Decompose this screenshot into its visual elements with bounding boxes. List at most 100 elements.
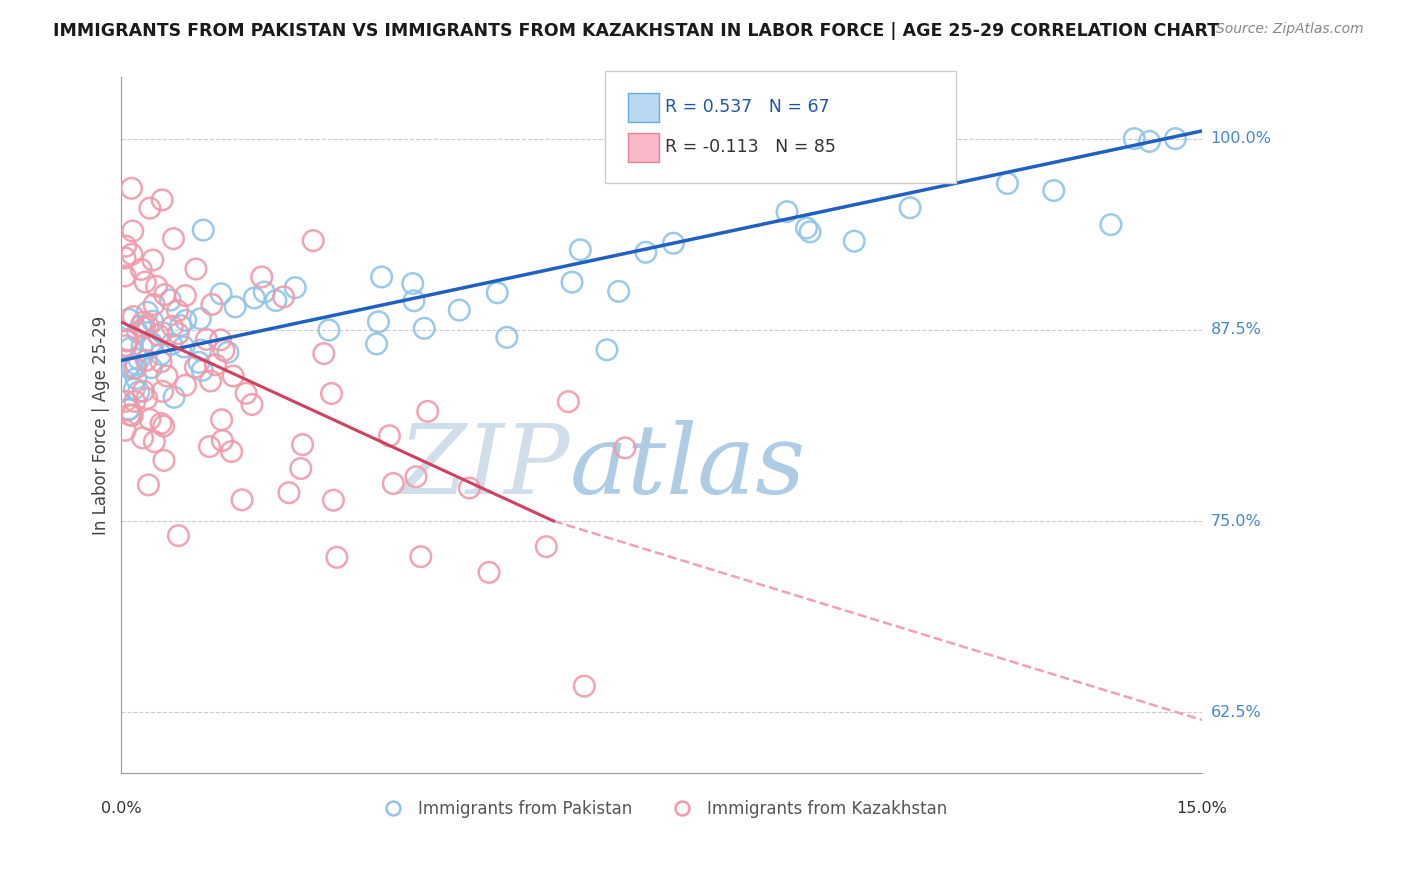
Point <box>115 339 138 353</box>
Point <box>152 419 174 434</box>
Point <box>121 224 143 238</box>
Point <box>796 221 818 235</box>
Point <box>149 347 172 361</box>
Point <box>231 492 253 507</box>
Point <box>142 253 165 268</box>
Text: 87.5%: 87.5% <box>1211 322 1261 337</box>
Point <box>243 291 266 305</box>
Point <box>200 374 222 388</box>
Point <box>141 360 163 375</box>
Point <box>156 368 179 383</box>
Point <box>184 262 207 277</box>
Point <box>121 409 143 423</box>
Point <box>496 330 519 344</box>
Point <box>120 181 142 195</box>
Text: 62.5%: 62.5% <box>1211 705 1261 720</box>
Text: 75.0%: 75.0% <box>1211 514 1261 529</box>
Point <box>150 417 173 431</box>
Point <box>290 461 312 475</box>
Point <box>132 384 155 398</box>
Point <box>124 361 146 376</box>
Point <box>367 315 389 329</box>
Point <box>117 312 139 326</box>
Point <box>569 243 592 257</box>
Point <box>278 485 301 500</box>
Point <box>121 361 143 376</box>
Point <box>127 325 149 339</box>
Point <box>114 239 136 253</box>
Point <box>115 334 138 348</box>
Point <box>217 345 239 359</box>
Point <box>378 429 401 443</box>
Point <box>273 290 295 304</box>
Point <box>162 319 184 334</box>
Point <box>1099 218 1122 232</box>
Point <box>114 251 136 265</box>
Point <box>169 318 191 333</box>
Point <box>574 679 596 693</box>
Point <box>799 225 821 239</box>
Point <box>318 323 340 337</box>
Point <box>191 363 214 377</box>
Point <box>174 288 197 302</box>
Point <box>159 293 181 307</box>
Point <box>458 481 481 495</box>
Point <box>139 201 162 215</box>
Text: 15.0%: 15.0% <box>1177 801 1227 816</box>
Point <box>302 234 325 248</box>
Point <box>132 315 155 329</box>
Point <box>150 193 173 207</box>
Point <box>209 286 232 301</box>
Point <box>163 390 186 404</box>
Point <box>134 320 156 334</box>
Point <box>124 394 146 409</box>
Point <box>413 321 436 335</box>
Point <box>224 300 246 314</box>
Point <box>162 232 184 246</box>
Point <box>122 310 145 324</box>
Point <box>131 431 153 445</box>
Point <box>614 441 637 455</box>
Point <box>190 343 212 357</box>
Point <box>634 245 657 260</box>
Point <box>284 280 307 294</box>
Point <box>193 223 215 237</box>
Point <box>121 247 143 261</box>
Point <box>416 404 439 418</box>
Point <box>114 268 136 283</box>
Point <box>150 326 173 340</box>
Point <box>117 402 139 417</box>
Point <box>129 319 152 334</box>
Point <box>152 384 174 399</box>
Point <box>174 378 197 392</box>
Point <box>596 343 619 357</box>
Text: atlas: atlas <box>569 420 806 514</box>
Point <box>188 355 211 369</box>
Point <box>486 285 509 300</box>
Point <box>131 339 153 353</box>
Text: 0.0%: 0.0% <box>101 801 142 816</box>
Point <box>382 476 405 491</box>
Point <box>264 293 287 308</box>
Point <box>366 337 388 351</box>
Point <box>188 311 211 326</box>
Point <box>1164 131 1187 145</box>
Point <box>321 386 343 401</box>
Point <box>211 434 233 448</box>
Point <box>211 413 233 427</box>
Point <box>166 303 188 318</box>
Point <box>117 333 139 347</box>
Point <box>561 275 583 289</box>
Point <box>153 453 176 467</box>
Point <box>240 397 263 411</box>
Point <box>138 478 160 492</box>
Point <box>136 305 159 319</box>
Point <box>1123 131 1146 145</box>
Point <box>405 470 427 484</box>
Point <box>160 337 183 351</box>
Legend: Immigrants from Pakistan, Immigrants from Kazakhstan: Immigrants from Pakistan, Immigrants fro… <box>370 793 953 824</box>
Point <box>195 333 218 347</box>
Point <box>250 269 273 284</box>
Point <box>402 293 425 308</box>
Point <box>125 357 148 371</box>
